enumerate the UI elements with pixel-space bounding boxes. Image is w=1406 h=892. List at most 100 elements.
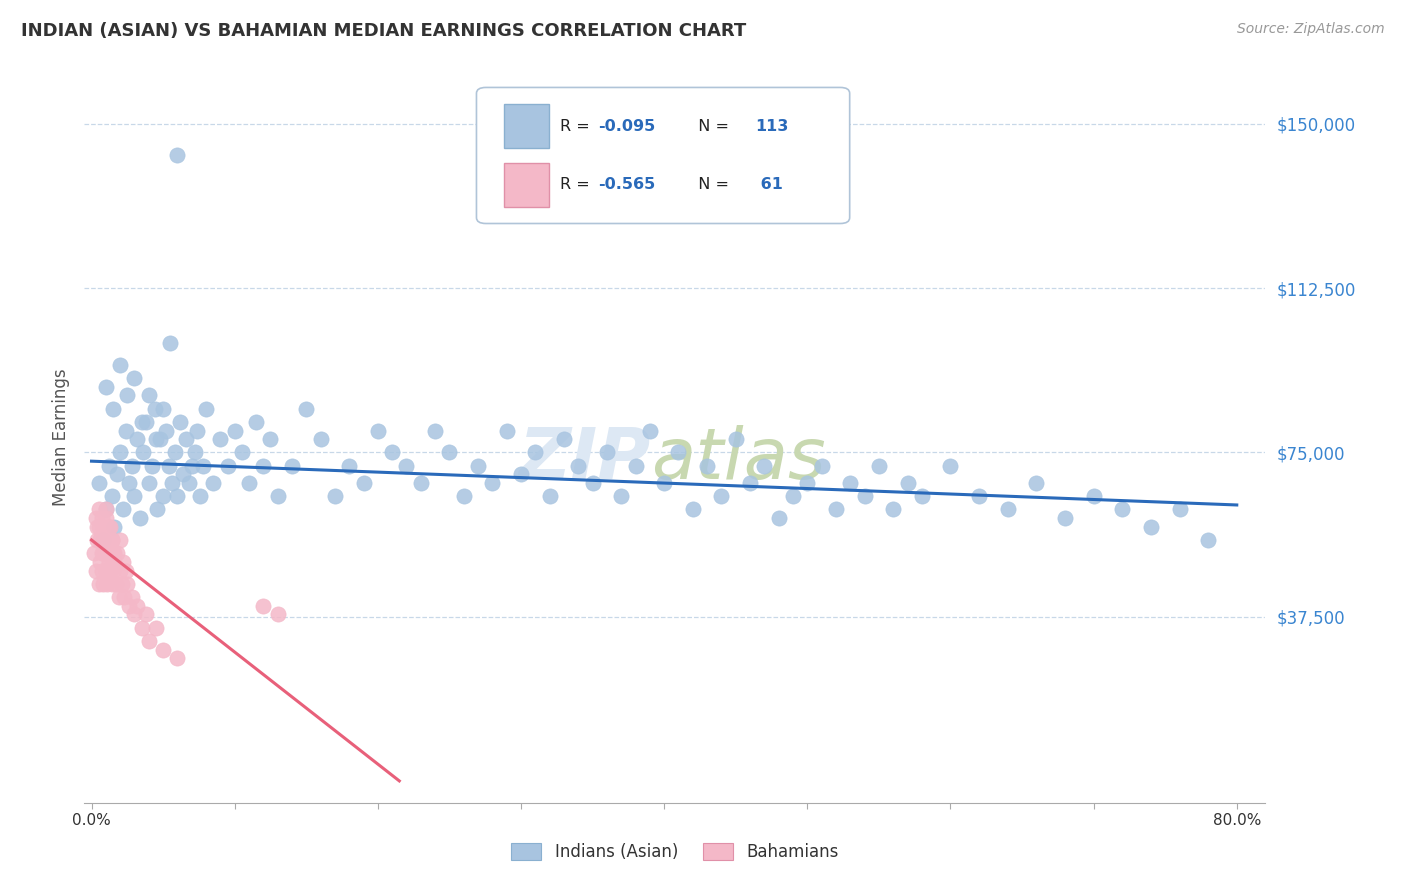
Point (138, 633, 160, 648)
Point (87, 576, 110, 591)
Point (111, 555, 134, 569)
Point (381, 445, 404, 459)
Point (111, 502, 134, 516)
Point (252, 458, 274, 473)
Point (115, 424, 138, 438)
Point (453, 489, 475, 503)
Point (252, 599, 274, 613)
Point (149, 432, 172, 446)
Point (104, 576, 127, 591)
Point (118, 599, 141, 613)
Point (309, 432, 332, 446)
Point (409, 476, 432, 491)
Point (353, 476, 375, 491)
Point (166, 147, 188, 161)
FancyBboxPatch shape (503, 163, 548, 207)
Point (96, 546, 118, 560)
Point (157, 458, 180, 473)
Point (853, 489, 876, 503)
Point (145, 432, 167, 446)
Point (172, 467, 194, 482)
Point (86, 533, 108, 547)
Point (395, 458, 418, 473)
Point (91, 533, 114, 547)
Legend: Indians (Asian), Bahamians: Indians (Asian), Bahamians (505, 836, 845, 868)
Point (87, 476, 110, 491)
Point (997, 502, 1019, 516)
Point (127, 599, 149, 613)
Point (91, 520, 114, 534)
Point (177, 476, 200, 491)
Point (868, 458, 890, 473)
Point (93, 546, 115, 560)
Point (567, 458, 589, 473)
FancyBboxPatch shape (503, 104, 548, 148)
Point (108, 533, 131, 547)
Point (108, 358, 131, 372)
Point (84, 564, 107, 578)
Point (195, 401, 218, 416)
Point (782, 489, 804, 503)
Point (138, 476, 160, 491)
Point (129, 511, 152, 525)
Point (155, 424, 177, 438)
Point (94, 564, 117, 578)
Point (174, 432, 197, 446)
Point (96, 576, 118, 591)
Point (193, 458, 215, 473)
Point (217, 458, 239, 473)
Text: N =: N = (688, 178, 734, 193)
Point (90, 511, 112, 525)
Point (98, 564, 121, 578)
Point (710, 489, 733, 503)
Point (103, 520, 125, 534)
Point (538, 489, 561, 503)
Point (96, 533, 118, 547)
Point (97, 555, 120, 569)
Point (103, 555, 125, 569)
Point (510, 467, 533, 482)
Point (90, 546, 112, 560)
Point (166, 651, 188, 665)
Point (596, 445, 619, 459)
Point (135, 607, 157, 622)
Text: atlas: atlas (651, 425, 825, 493)
Point (132, 445, 155, 459)
Point (1111, 502, 1133, 516)
Point (638, 424, 661, 438)
Point (481, 476, 503, 491)
Point (624, 458, 647, 473)
Point (224, 424, 246, 438)
Point (97, 546, 120, 560)
Point (911, 489, 934, 503)
Point (160, 476, 183, 491)
Point (91, 520, 114, 534)
Point (259, 432, 281, 446)
Point (143, 401, 166, 416)
Point (118, 476, 141, 491)
Point (439, 445, 461, 459)
Point (103, 546, 125, 560)
Point (93, 533, 115, 547)
Text: INDIAN (ASIAN) VS BAHAMIAN MEDIAN EARNINGS CORRELATION CHART: INDIAN (ASIAN) VS BAHAMIAN MEDIAN EARNIN… (21, 22, 747, 40)
Point (114, 590, 136, 604)
Point (135, 415, 157, 429)
Point (124, 371, 146, 385)
Point (238, 476, 260, 491)
Text: 61: 61 (755, 178, 783, 193)
Point (94, 380, 117, 394)
Point (423, 424, 446, 438)
Point (825, 502, 848, 516)
Point (108, 564, 131, 578)
Point (94, 502, 117, 516)
Point (337, 458, 360, 473)
Point (1168, 502, 1191, 516)
Point (117, 576, 139, 591)
Point (169, 415, 191, 429)
Point (738, 476, 761, 491)
Point (101, 401, 124, 416)
Text: -0.565: -0.565 (598, 178, 655, 193)
Point (1083, 489, 1105, 503)
Point (100, 576, 122, 591)
Point (266, 489, 288, 503)
